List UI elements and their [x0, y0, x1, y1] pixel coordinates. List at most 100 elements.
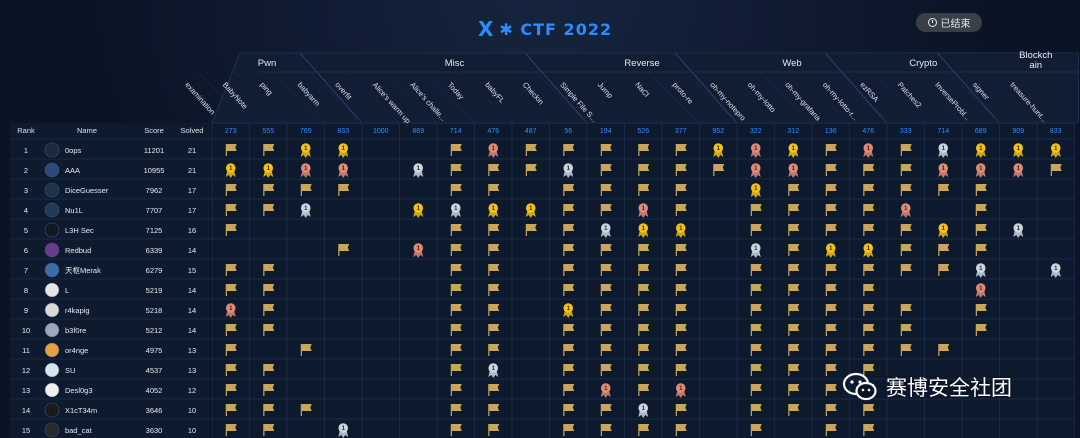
team-column-panel	[10, 123, 210, 438]
medal-number: 1	[304, 206, 308, 212]
flag-icon	[225, 264, 237, 276]
flag-pole	[488, 324, 490, 336]
team-name: r4kapig	[65, 306, 90, 315]
flag-icon	[900, 184, 912, 196]
team-solved: 21	[188, 166, 196, 175]
team-rank: 12	[22, 366, 30, 375]
flag-pole	[675, 264, 677, 276]
bronze-medal-icon: 1	[638, 203, 649, 218]
medal-ribbon	[975, 271, 986, 278]
team-avatar	[44, 142, 60, 158]
flag-pole	[788, 324, 790, 336]
team-row[interactable]: 11 or4nge 4975 13	[22, 342, 950, 358]
flag-icon	[863, 324, 875, 336]
flag-pole	[338, 184, 340, 196]
flag-icon	[788, 344, 800, 356]
flag-icon	[863, 344, 875, 356]
flag-pole	[638, 424, 640, 436]
team-row[interactable]: 9 r4kapig 5218 14 1 1	[24, 302, 987, 318]
category-misc: Misc	[445, 58, 465, 69]
medal-number: 1	[304, 166, 308, 172]
flag-cloth	[451, 164, 462, 171]
flag-cloth	[751, 264, 762, 271]
gold-medal-icon: 1	[413, 203, 424, 218]
flag-cloth	[226, 324, 237, 331]
flag-icon	[488, 284, 500, 296]
flag-icon	[638, 264, 650, 276]
silver-medal-icon: 1	[938, 143, 949, 158]
flag-pole	[713, 164, 715, 176]
flag-pole	[488, 284, 490, 296]
team-row[interactable]: 4 Nu1L 7707 17 1 1 1 1 1 1 1	[24, 202, 987, 218]
medal-ribbon	[338, 431, 349, 438]
medal-disc	[750, 143, 761, 153]
flag-icon	[975, 244, 987, 256]
flag-pole	[225, 204, 227, 216]
team-row[interactable]: 7 天枢Merak 6279 15 1 1	[24, 262, 1061, 278]
team-row[interactable]: 6 Redbud 6339 14 1 1 1 1	[24, 242, 987, 258]
team-avatar	[44, 282, 60, 298]
team-solved: 10	[188, 426, 196, 435]
flag-pole	[863, 424, 865, 436]
flag-cloth	[226, 384, 237, 391]
flag-cloth	[451, 144, 462, 151]
medal-number: 1	[417, 206, 421, 212]
flag-cloth	[264, 144, 275, 151]
flag-cloth	[976, 324, 987, 331]
flag-cloth	[489, 284, 500, 291]
medal-disc	[900, 203, 911, 213]
flag-pole	[450, 424, 452, 436]
flag-cloth	[939, 344, 950, 351]
flag-icon	[863, 404, 875, 416]
flag-pole	[863, 264, 865, 276]
challenge-points: 869	[412, 128, 424, 135]
challenge-points: 769	[300, 128, 312, 135]
medal-number: 1	[792, 146, 796, 152]
medal-number: 1	[979, 166, 983, 172]
team-rank: 14	[22, 406, 30, 415]
flag-icon	[638, 384, 650, 396]
medal-disc	[975, 263, 986, 273]
medal-disc	[300, 203, 311, 213]
flag-cloth	[789, 204, 800, 211]
flag-pole	[563, 424, 565, 436]
flag-icon	[263, 284, 275, 296]
medal-ribbon	[750, 171, 761, 178]
team-row[interactable]: 3 DiceGuesser 7962 17 1	[24, 182, 987, 198]
challenge-points: 555	[262, 128, 274, 135]
flag-icon	[863, 424, 875, 436]
flag-icon	[450, 304, 462, 316]
flag-pole	[825, 204, 827, 216]
flag-pole	[563, 404, 565, 416]
team-row[interactable]: 5 L3H Sec 7125 16 1 1 1 1 1	[24, 222, 1024, 238]
team-row[interactable]: 2 AAA 10955 21 1 1 1 1 1 1 1 1 1 1 1	[24, 162, 1062, 178]
flag-pole	[675, 304, 677, 316]
team-row[interactable]: 10 b3f0re 5212 14	[22, 322, 987, 338]
team-rank: 9	[24, 306, 28, 315]
team-row[interactable]: 1 0ops 11201 21 1 1 1 1 1 1 1 1 1 1 1	[24, 142, 1061, 158]
flag-cloth	[451, 304, 462, 311]
team-row[interactable]: 15 bad_cat 3630 10 1	[22, 422, 875, 438]
flag-icon	[825, 284, 837, 296]
medal-number: 1	[492, 146, 496, 152]
team-row[interactable]: 12 SU 4537 13 1	[22, 362, 875, 378]
flag-icon	[675, 144, 687, 156]
medal-number: 1	[754, 246, 758, 252]
flag-pole	[750, 384, 752, 396]
flag-icon	[338, 244, 350, 256]
flag-pole	[638, 304, 640, 316]
flag-cloth	[564, 424, 575, 431]
flag-cloth	[264, 284, 275, 291]
team-row[interactable]: 8 L 5219 14 1	[24, 282, 986, 298]
medal-disc	[488, 143, 499, 153]
flag-pole	[750, 224, 752, 236]
flag-icon	[788, 244, 800, 256]
medal-ribbon	[263, 171, 274, 178]
bronze-medal-icon: 1	[900, 203, 911, 218]
team-row[interactable]: 14 X1cT34m 3646 10 1	[22, 402, 875, 418]
medal-ribbon	[1050, 151, 1061, 158]
flag-cloth	[901, 164, 912, 171]
flag-cloth	[864, 204, 875, 211]
event-status-button[interactable]: 已结束	[916, 13, 982, 32]
flag-cloth	[676, 204, 687, 211]
